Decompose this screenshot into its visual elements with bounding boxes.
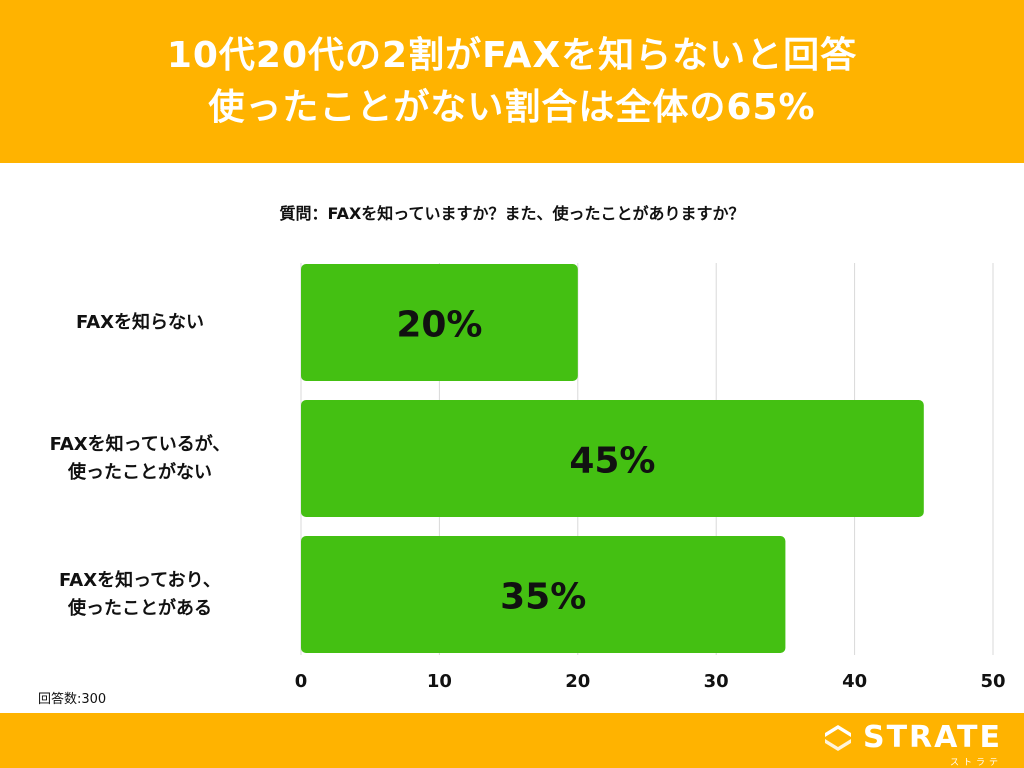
category-label-2-line-1: FAXを知っているが、	[49, 433, 231, 455]
respondent-count: 回答数:300	[38, 692, 107, 707]
category-label-3: FAXを知っており、 使ったことがある	[20, 567, 260, 623]
bar-3	[301, 536, 786, 653]
category-label-2-line-2: 使ったことがない	[68, 461, 212, 483]
category-label-2: FAXを知っているが、 使ったことがない	[20, 431, 260, 487]
x-tick-label-20: 20	[565, 671, 590, 692]
question-text: 質問：FAXを知っていますか？また、使ったことがありますか？	[279, 204, 745, 223]
category-label-3-line-1: FAXを知っており、	[59, 569, 221, 591]
data-label-3: 35%	[500, 577, 586, 618]
bar-1	[301, 264, 578, 381]
strate-logo-icon	[824, 725, 851, 751]
x-tick-label-30: 30	[704, 671, 729, 692]
category-label-3-line-2: 使ったことがある	[68, 597, 212, 619]
data-label-1: 20%	[396, 305, 482, 346]
x-tick-label-40: 40	[842, 671, 867, 692]
x-tick-label-50: 50	[980, 671, 1005, 692]
strate-logo: STRATE ストラテ	[821, 720, 1002, 768]
logo-text: STRATE	[862, 720, 1002, 755]
logo-subtext: ストラテ	[949, 758, 1002, 768]
x-tick-label-10: 10	[427, 671, 452, 692]
category-label-1-line-1: FAXを知らない	[75, 311, 205, 333]
x-tick-label-0: 0	[295, 671, 308, 692]
title-line-1: 10代20代の2割がFAXを知らないと回答	[166, 34, 858, 76]
title-line-2: 使ったことがない割合は全体の65%	[208, 86, 816, 128]
data-label-2: 45%	[569, 441, 655, 482]
header-banner: 10代20代の2割がFAXを知らないと回答 使ったことがない割合は全体の65%	[0, 0, 1024, 163]
category-label-1: FAXを知らない	[20, 309, 260, 337]
footer-banner: STRATE ストラテ	[0, 713, 1024, 768]
bar-2	[301, 400, 924, 517]
